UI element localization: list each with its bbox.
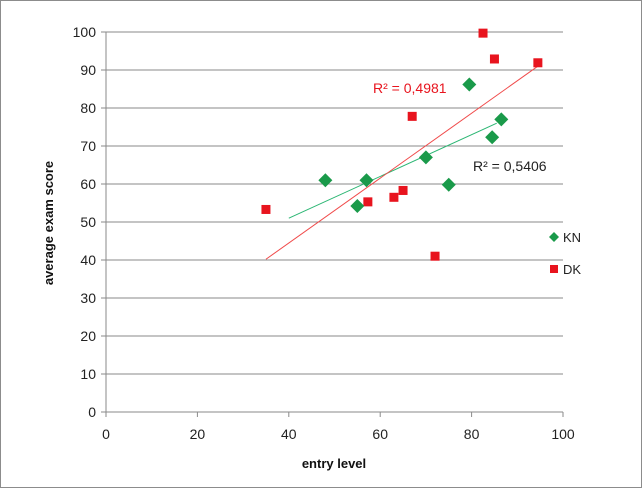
- legend-marker-kn: [549, 232, 559, 242]
- data-point-kn: [350, 199, 365, 214]
- data-point-dk: [478, 28, 488, 38]
- trendline-dk: [265, 65, 539, 260]
- data-point-dk: [398, 185, 408, 195]
- y-tick-label: 60: [80, 176, 96, 192]
- y-axis-title: average exam score: [41, 161, 56, 285]
- gridlines: [106, 31, 563, 375]
- x-tick-label: 60: [372, 426, 388, 442]
- y-tick-label: 90: [80, 62, 96, 78]
- data-point-kn: [441, 177, 456, 192]
- data-point-kn: [418, 150, 433, 165]
- x-tick-label: 20: [190, 426, 206, 442]
- trendline-kn: [288, 122, 497, 219]
- legend: KN DK: [549, 230, 581, 277]
- data-point-kn: [485, 130, 500, 145]
- data-point-dk: [430, 251, 440, 261]
- legend-label-dk: DK: [563, 262, 581, 277]
- y-tick-label: 0: [88, 404, 96, 420]
- y-tick-label: 70: [80, 138, 96, 154]
- trendlines: [265, 65, 539, 260]
- y-tick-label: 80: [80, 100, 96, 116]
- data-point-dk: [389, 192, 399, 202]
- y-tick-label: 30: [80, 290, 96, 306]
- data-point-dk: [261, 204, 271, 214]
- legend-marker-dk: [550, 265, 558, 273]
- x-tick-label: 0: [102, 426, 110, 442]
- r-squared-label-kn: R² = 0,5406: [473, 158, 547, 174]
- r-squared-label-dk: R² = 0,4981: [373, 80, 447, 96]
- x-tick-label: 100: [551, 426, 575, 442]
- axes: 0 10 20 30 40 50 60 70 80 90 100 0 20 40 60 80 100: [73, 24, 575, 442]
- data-point-dk: [533, 58, 543, 68]
- y-tick-label: 100: [73, 24, 97, 40]
- y-tick-label: 20: [80, 328, 96, 344]
- labels: entry level average exam score R² = 0,49…: [41, 80, 547, 471]
- data-point-dk: [407, 111, 417, 121]
- y-tick-label: 40: [80, 252, 96, 268]
- x-tick-label: 40: [281, 426, 297, 442]
- y-tick-label: 10: [80, 366, 96, 382]
- data-point-dk: [363, 197, 373, 207]
- data-point-kn: [462, 77, 477, 92]
- data-point-kn: [359, 173, 374, 188]
- x-axis-title: entry level: [302, 456, 366, 471]
- x-tick-label: 80: [464, 426, 480, 442]
- data-point-kn: [318, 173, 333, 188]
- legend-label-kn: KN: [563, 230, 581, 245]
- data-point-kn: [494, 112, 509, 127]
- data-point-dk: [489, 54, 499, 64]
- y-tick-label: 50: [80, 214, 96, 230]
- data-points: [261, 28, 543, 261]
